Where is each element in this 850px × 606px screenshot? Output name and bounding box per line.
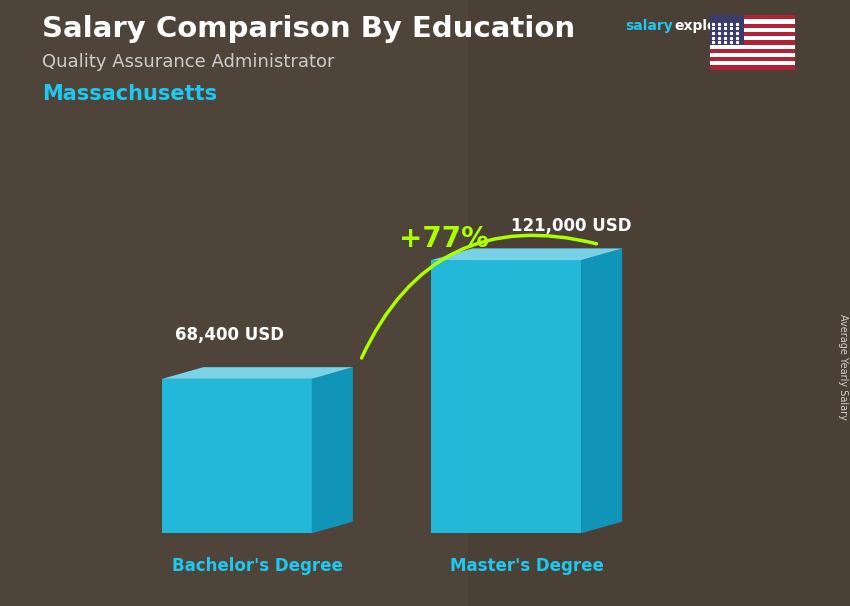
- Bar: [710, 15, 795, 19]
- Bar: [710, 44, 795, 48]
- Bar: [710, 24, 795, 28]
- Bar: [710, 41, 795, 44]
- Bar: [0, 0, 468, 606]
- Text: 121,000 USD: 121,000 USD: [512, 217, 632, 235]
- Polygon shape: [162, 379, 312, 533]
- Text: Average Yearly Salary: Average Yearly Salary: [838, 314, 847, 419]
- Bar: [710, 19, 795, 24]
- Bar: [710, 36, 795, 41]
- Bar: [710, 48, 795, 53]
- Bar: [710, 65, 795, 70]
- Text: 68,400 USD: 68,400 USD: [175, 326, 284, 344]
- Text: Quality Assurance Administrator: Quality Assurance Administrator: [42, 53, 335, 72]
- Polygon shape: [432, 248, 622, 260]
- Text: Bachelor's Degree: Bachelor's Degree: [172, 556, 343, 574]
- Text: Salary Comparison By Education: Salary Comparison By Education: [42, 15, 575, 43]
- Polygon shape: [581, 248, 622, 533]
- Text: Massachusetts: Massachusetts: [42, 84, 218, 104]
- Text: explorer: explorer: [674, 19, 740, 33]
- Text: Master's Degree: Master's Degree: [450, 556, 604, 574]
- Bar: [710, 15, 744, 44]
- Polygon shape: [312, 367, 353, 533]
- FancyArrowPatch shape: [361, 235, 597, 358]
- Polygon shape: [162, 367, 353, 379]
- Text: +77%: +77%: [399, 225, 489, 253]
- Bar: [710, 57, 795, 61]
- Bar: [710, 28, 795, 32]
- Bar: [710, 53, 795, 57]
- Bar: [710, 61, 795, 65]
- Text: .com: .com: [723, 19, 757, 33]
- Polygon shape: [432, 260, 581, 533]
- Text: salary: salary: [625, 19, 672, 33]
- Bar: [710, 32, 795, 36]
